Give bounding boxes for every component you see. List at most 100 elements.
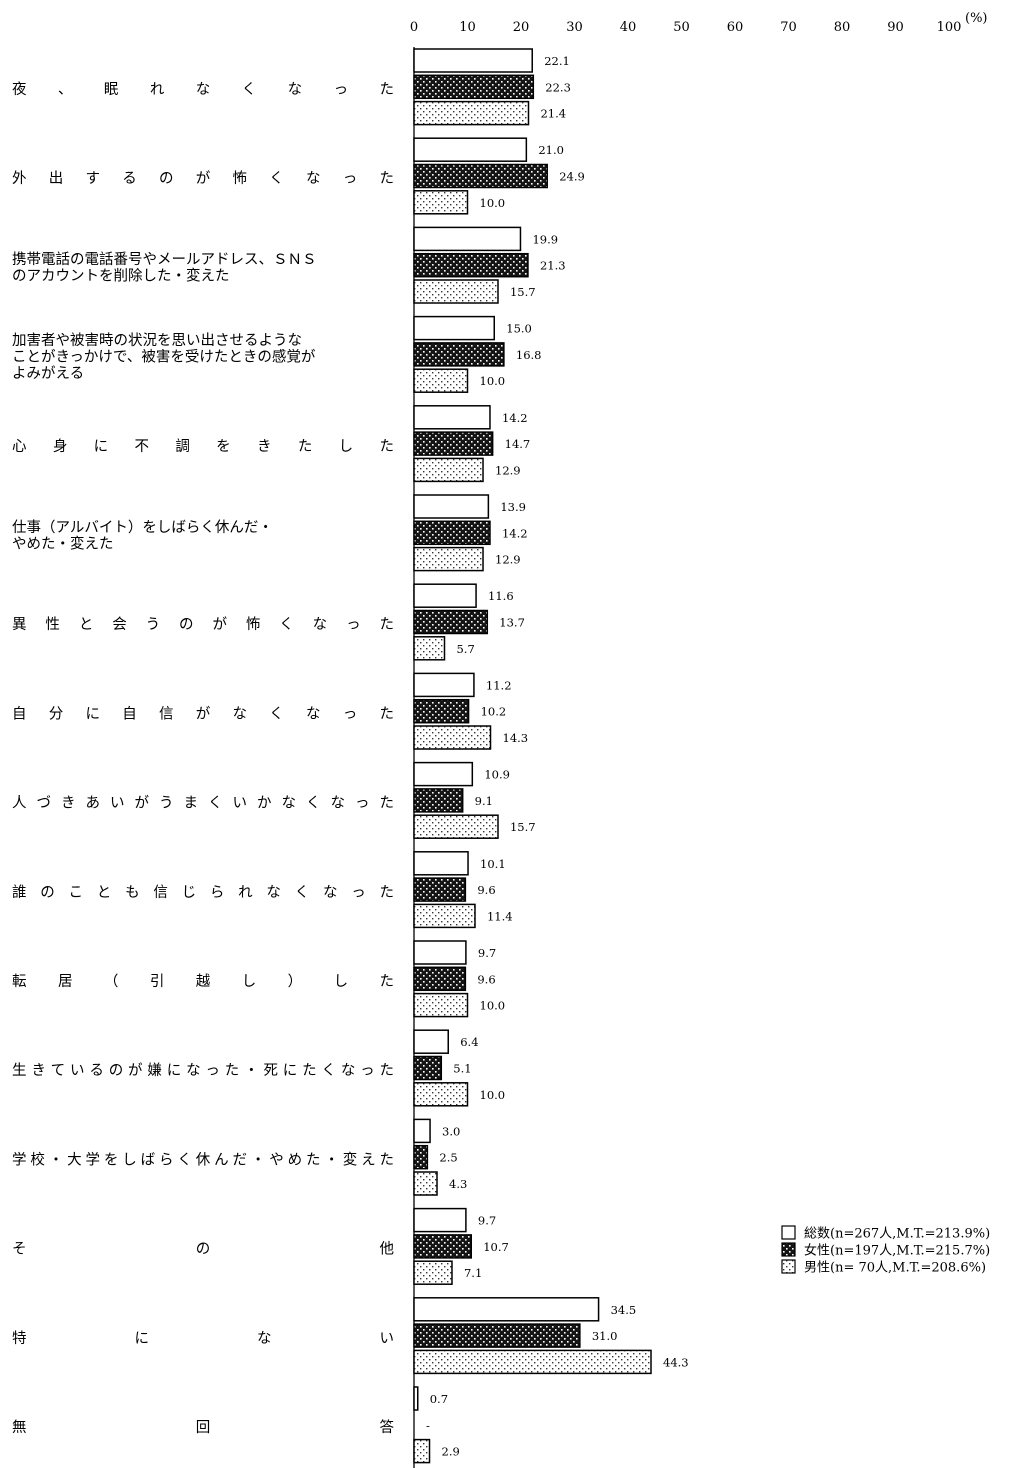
legend-swatch: [781, 1225, 796, 1240]
bar-value-label: 6.4: [460, 1035, 478, 1049]
bar-value-label: 5.1: [453, 1062, 471, 1076]
x-tick-label: 20: [513, 20, 530, 35]
bar: [413, 1323, 581, 1348]
bar: [413, 48, 533, 73]
category-label: その他: [12, 1241, 394, 1258]
x-tick-label: 40: [620, 20, 637, 35]
bar: [413, 761, 474, 787]
bar: [413, 1144, 429, 1170]
bar-value-label: 2.5: [439, 1151, 457, 1165]
bar-value-label: -: [426, 1418, 430, 1432]
category-label: 人づきあいがうまくいかなくなった: [12, 795, 394, 812]
bar-value-label: 21.0: [538, 143, 564, 157]
bar: [413, 226, 522, 252]
bar: [413, 1349, 652, 1375]
x-tick-label: 50: [673, 20, 690, 35]
bar: [413, 137, 528, 162]
bar: [413, 698, 470, 724]
bar-value-label: 11.2: [486, 678, 512, 692]
legend-entry: 総数(n=267人,M.T.=213.9%): [804, 1227, 990, 1242]
x-tick-label: 10: [459, 20, 476, 35]
bar: [413, 966, 467, 992]
bar-value-label: 9.1: [475, 794, 493, 808]
bar: [413, 1171, 438, 1196]
x-tick-label: 60: [727, 20, 744, 35]
bar-value-label: 9.6: [477, 883, 495, 897]
category-label: 誰のことも信じられなくなった: [12, 884, 394, 901]
category-label: 心身に不調をきたした: [12, 438, 394, 455]
category-label: 自分に自信がなくなった: [12, 705, 394, 722]
bar: [413, 1260, 453, 1285]
bar: [413, 74, 535, 100]
bar: [413, 851, 469, 876]
x-tick-label: 80: [834, 20, 851, 35]
bar: [413, 1386, 419, 1411]
category-label: 仕事（アルバイト）をしばらく休んだ・: [12, 519, 273, 536]
bar: [413, 1297, 600, 1322]
bar-value-label: 14.7: [505, 437, 531, 451]
bar: [413, 1055, 443, 1081]
category-labels: 夜、眠れなくなった外出するのが怖くなった携帯電話の電話番号やメールアドレス、ＳＮ…: [12, 81, 395, 1436]
category-label: 無回答: [12, 1419, 395, 1436]
x-tick-label: 100: [937, 20, 962, 35]
category-label: ことがきっかけで、被害を受けたときの感覚が: [12, 349, 316, 366]
bar-value-label: 5.7: [456, 642, 474, 656]
category-label: 特にない: [12, 1330, 394, 1347]
bar-value-label: 14.2: [502, 411, 528, 425]
bar-value-label: 10.0: [480, 196, 506, 210]
bar: [413, 903, 476, 929]
bar-value-label: 7.1: [464, 1266, 482, 1280]
bar-value-label: 10.0: [480, 999, 506, 1013]
bar-value-label: 0.7: [430, 1392, 448, 1406]
bar-value-label: 22.3: [545, 80, 571, 94]
bar-value-label: 3.0: [442, 1124, 460, 1138]
bar: [413, 1118, 431, 1144]
bar: [413, 1438, 431, 1464]
bar: [413, 1207, 467, 1233]
bar-value-label: 14.2: [502, 526, 528, 540]
bar-value-label: 15.7: [510, 820, 536, 834]
bar-value-label: 11.6: [488, 589, 514, 603]
category-label: 加害者や被害時の状況を思い出させるような: [12, 332, 302, 349]
bar: [413, 1082, 469, 1107]
category-label: よみがえる: [12, 365, 84, 382]
bar: [413, 252, 529, 278]
category-label: 夜、眠れなくなった: [12, 81, 394, 98]
legend-entry: 女性(n=197人,M.T.=215.7%): [804, 1243, 990, 1259]
bar: [413, 190, 469, 215]
bars: 22.1 22.3 21.4 21.0 24.9 10.0 19.9 21.3 15.7 15.0…: [413, 48, 689, 1464]
bar: [413, 814, 499, 839]
x-axis-unit: (%): [965, 11, 988, 26]
x-tick-label: 70: [780, 20, 797, 35]
bar-value-label: 2.9: [442, 1445, 460, 1459]
category-label: 転居（引越し）した: [12, 973, 394, 990]
category-label: やめた・変えた: [12, 535, 114, 552]
bar-value-label: 12.9: [495, 553, 521, 567]
bar: [413, 636, 446, 661]
category-label: 携帯電話の電話番号やメールアドレス、ＳＮＳ: [12, 251, 317, 268]
bar: [413, 583, 477, 608]
bar-value-label: 10.2: [481, 705, 507, 719]
bar: [413, 315, 495, 341]
bar: [413, 163, 548, 189]
bar: [413, 609, 489, 635]
bar: [413, 279, 499, 304]
bar: [413, 877, 467, 902]
bar: [413, 431, 494, 456]
bar-value-label: 34.5: [611, 1303, 637, 1317]
bar-value-label: 10.0: [480, 374, 506, 388]
bar: [413, 494, 490, 519]
category-label: 異性と会うのが怖くなった: [12, 616, 394, 633]
bar: [413, 546, 484, 572]
bar: [413, 672, 475, 698]
bar-value-label: 13.9: [500, 500, 526, 514]
legend-swatch: [781, 1259, 796, 1274]
x-tick-label: 90: [887, 20, 904, 35]
bar-value-label: 10.1: [480, 857, 506, 871]
bar-value-label: 19.9: [532, 232, 558, 246]
bar: [413, 1029, 449, 1054]
bar-value-label: 14.3: [503, 731, 529, 745]
bar: [413, 940, 467, 965]
bar-value-label: 4.3: [449, 1177, 467, 1191]
